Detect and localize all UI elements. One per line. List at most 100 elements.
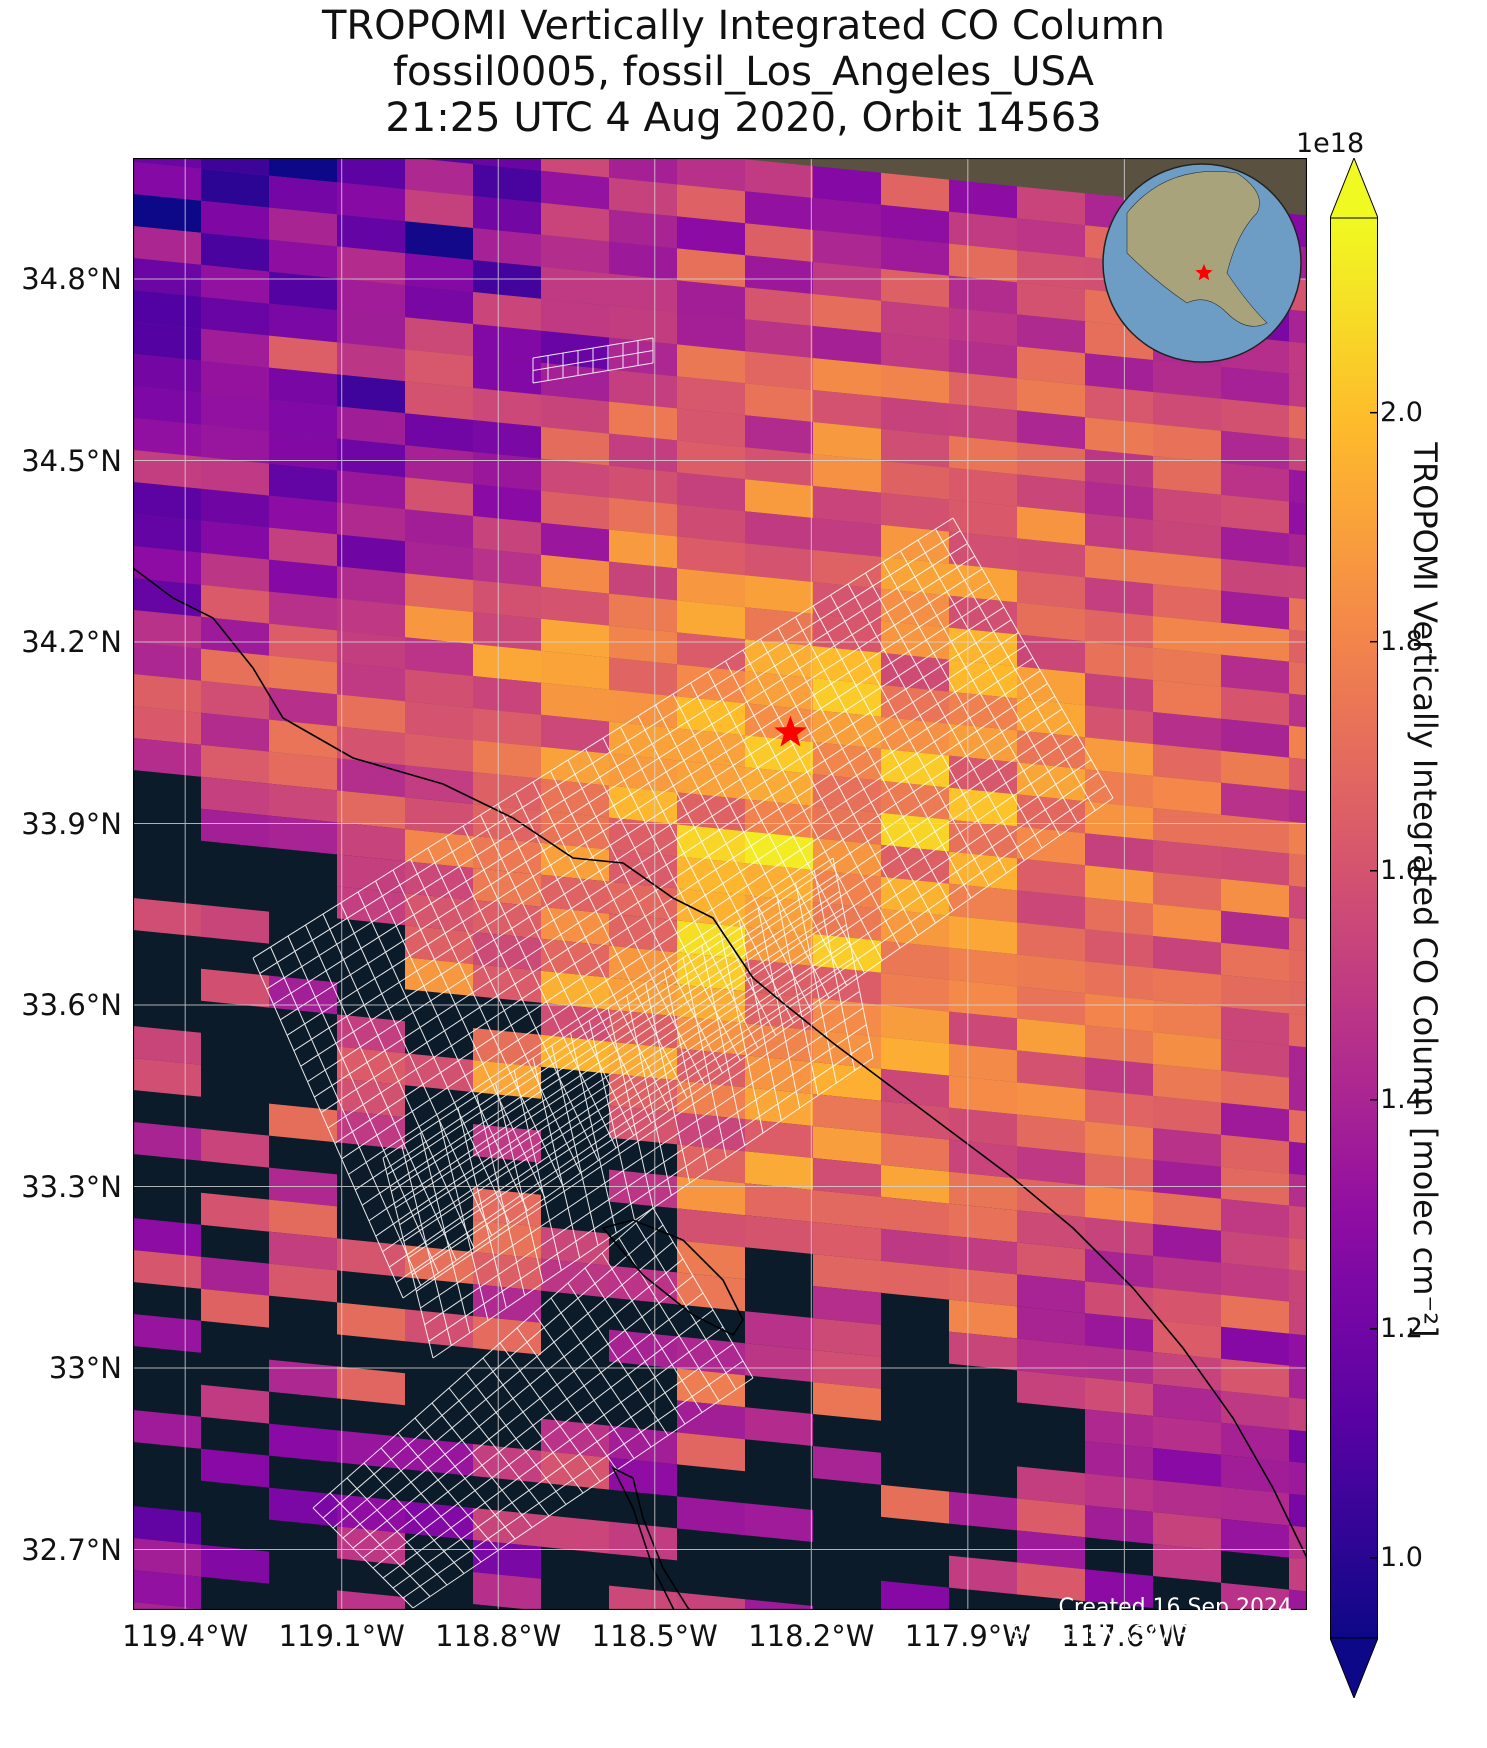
co-pixel — [949, 1299, 1017, 1339]
co-pixel — [473, 1060, 541, 1099]
co-pixel — [1153, 1512, 1221, 1551]
co-pixel — [133, 386, 201, 425]
co-pixel — [541, 714, 609, 754]
colorbar-tick-label: 1.8 — [1380, 625, 1423, 657]
lat-tick-label: 32.7°N — [21, 1532, 122, 1567]
co-pixel — [745, 383, 813, 422]
co-pixel — [1085, 449, 1153, 488]
co-pixel — [881, 428, 949, 468]
co-pixel — [201, 158, 269, 176]
co-pixel — [609, 593, 677, 633]
co-pixel — [133, 738, 201, 777]
co-pixel — [337, 342, 405, 382]
co-pixel — [269, 1103, 337, 1143]
co-pixel — [133, 610, 201, 649]
co-pixel — [1221, 750, 1289, 790]
co-pixel — [269, 158, 337, 183]
credit-source: Source: NASA/JPL-Caltech — [1010, 1622, 1292, 1647]
co-pixel — [1221, 1006, 1289, 1046]
co-pixel — [609, 369, 677, 409]
co-pixel — [541, 522, 609, 562]
globe-landmass — [1126, 171, 1268, 327]
co-pixel — [745, 159, 813, 198]
co-pixel — [881, 1164, 949, 1204]
lon-tick-label: 119.1°W — [278, 1619, 405, 1653]
co-pixel — [677, 568, 745, 608]
co-pixel — [949, 1235, 1017, 1275]
co-pixel — [1017, 1146, 1085, 1186]
co-pixel — [1289, 725, 1307, 760]
co-pixel — [201, 488, 269, 528]
co-pixel — [813, 1318, 881, 1357]
mesh-line — [532, 337, 654, 359]
co-pixel — [881, 588, 949, 628]
co-pixel — [405, 733, 473, 772]
co-pixel — [1153, 360, 1221, 399]
plot-title-line1: TROPOMI Vertically Integrated CO Column — [321, 3, 1166, 49]
co-pixel — [541, 1002, 609, 1042]
co-pixel — [609, 1105, 677, 1145]
co-pixel — [473, 324, 541, 363]
co-pixel — [1085, 737, 1153, 776]
co-pixel — [609, 721, 677, 761]
co-pixel — [201, 1448, 269, 1488]
co-pixel — [881, 652, 949, 692]
co-pixel — [1289, 1461, 1307, 1496]
co-pixel — [1221, 558, 1289, 598]
mesh-line — [382, 857, 834, 1159]
co-pixel — [337, 1238, 405, 1278]
co-pixel — [1085, 705, 1153, 744]
co-pixel — [813, 1254, 881, 1293]
co-pixel — [1017, 1274, 1085, 1314]
co-pixel — [881, 332, 949, 372]
co-pixel — [949, 1203, 1017, 1243]
co-pixel — [1289, 565, 1307, 600]
colorbar-exponent: 1e18 — [1296, 128, 1365, 159]
co-pixel — [813, 166, 881, 205]
co-pixel — [405, 445, 473, 484]
co-pixel — [677, 1272, 745, 1312]
co-pixel — [1153, 1000, 1221, 1039]
co-pixel — [677, 1432, 745, 1472]
co-pixel — [133, 1026, 201, 1065]
co-pixel — [609, 1073, 677, 1113]
co-pixel — [813, 1222, 881, 1261]
co-pixel — [201, 776, 269, 816]
co-pixel — [1017, 890, 1085, 930]
co-pixel — [405, 253, 473, 292]
mesh-line — [391, 890, 840, 1192]
co-pixel — [813, 678, 881, 717]
map-panel[interactable] — [133, 158, 1307, 1610]
co-pixel — [813, 1126, 881, 1165]
co-pixel — [1085, 577, 1153, 616]
co-pixel — [1085, 801, 1153, 840]
mesh-line — [532, 362, 654, 384]
lon-tick-label: 117.9°W — [904, 1619, 1031, 1653]
co-pixel — [201, 232, 269, 272]
co-pixel — [473, 1540, 541, 1579]
co-pixel — [813, 614, 881, 653]
co-pixel — [405, 317, 473, 356]
co-pixel — [201, 968, 269, 1008]
co-pixel — [813, 262, 881, 301]
co-pixel — [813, 646, 881, 685]
co-pixel — [813, 1158, 881, 1197]
co-pixel — [269, 463, 337, 503]
co-pixel — [405, 1309, 473, 1348]
co-pixel — [1153, 840, 1221, 879]
map-canvas[interactable] — [133, 158, 1307, 1610]
co-pixel — [813, 1190, 881, 1229]
lat-tick-label: 34.5°N — [21, 443, 122, 478]
co-pixel — [1221, 462, 1289, 502]
co-pixel — [949, 1171, 1017, 1211]
co-pixel — [1289, 1333, 1307, 1368]
co-pixel — [269, 335, 337, 375]
co-pixel — [541, 554, 609, 594]
co-pixel — [337, 310, 405, 350]
co-pixel — [1221, 654, 1289, 694]
co-pixel — [337, 246, 405, 286]
co-pixel — [337, 1366, 405, 1406]
co-pixel — [881, 1580, 949, 1610]
co-pixel — [1085, 865, 1153, 904]
co-pixel — [1289, 1077, 1307, 1112]
